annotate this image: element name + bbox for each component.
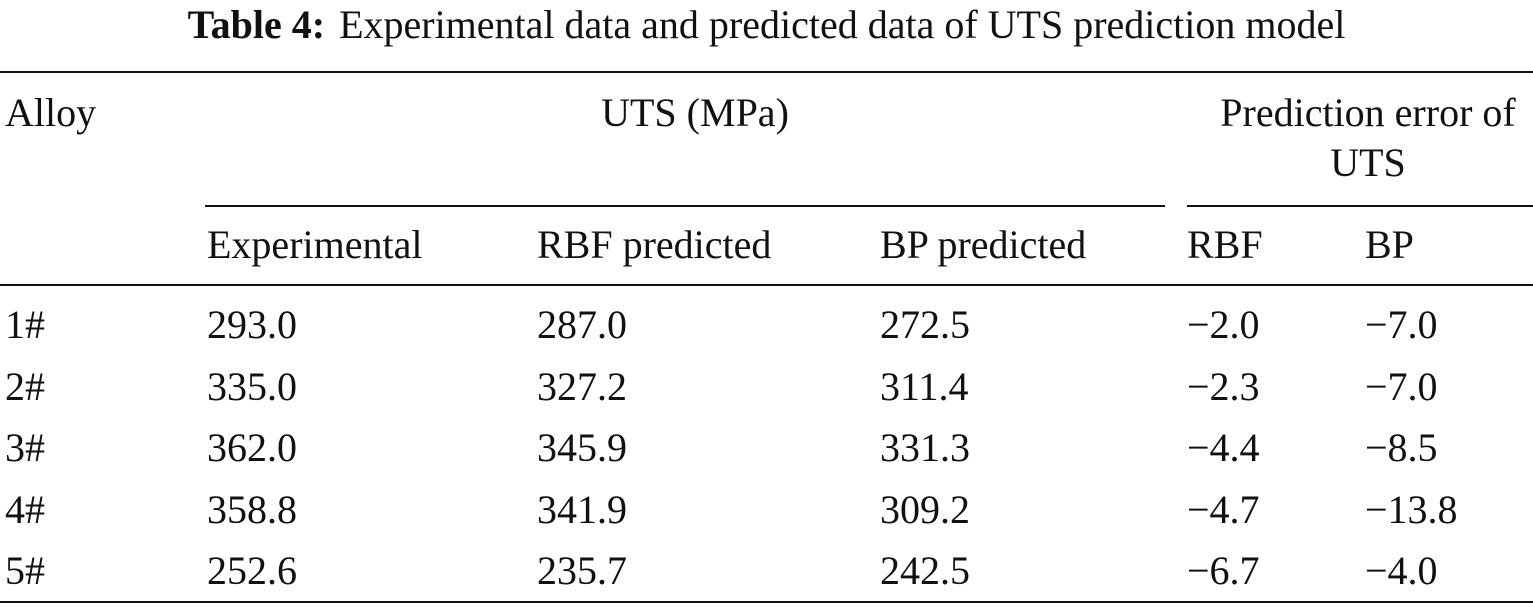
data-cell: −4.4 <box>1187 425 1260 470</box>
data-cell: −2.0 <box>1187 302 1260 347</box>
data-cell: −4.7 <box>1187 486 1260 532</box>
table-caption: Table 4: Experimental data and predicted … <box>0 0 1533 50</box>
caption-label: Table 4: <box>187 2 326 47</box>
header-cell: UTS (MPa) <box>601 90 789 135</box>
row-label: 2# <box>5 363 45 409</box>
subheader-cell: BP <box>1365 222 1414 267</box>
data-cell: 272.5 <box>880 302 970 347</box>
data-cell: −2.3 <box>1187 363 1260 409</box>
data-cell: 358.8 <box>207 486 297 532</box>
data-cell: 327.2 <box>537 363 627 409</box>
top-rule <box>0 71 1533 73</box>
data-cell: 335.0 <box>207 363 297 409</box>
group-rule <box>205 205 1165 207</box>
subheader-cell: RBF <box>1187 222 1263 267</box>
data-cell: −7.0 <box>1365 363 1438 409</box>
header-cell: Prediction error of UTS <box>1220 90 1516 185</box>
subheader-cell: Experimental <box>207 222 423 267</box>
data-cell: −6.7 <box>1187 548 1260 593</box>
data-cell: 287.0 <box>537 302 627 347</box>
data-cell: 311.4 <box>880 363 969 409</box>
data-cell: 252.6 <box>207 548 297 593</box>
row-label: 4# <box>5 486 45 532</box>
data-cell: −4.0 <box>1365 548 1438 593</box>
data-cell: 309.2 <box>880 486 970 532</box>
data-cell: 293.0 <box>207 302 297 347</box>
group-rule <box>1187 205 1533 207</box>
data-cell: −13.8 <box>1365 486 1458 532</box>
subheader-cell: BP predicted <box>880 222 1087 267</box>
data-cell: 345.9 <box>537 425 627 470</box>
row-label: 1# <box>5 302 45 347</box>
data-cell: 341.9 <box>537 486 627 532</box>
header-cell: Alloy <box>5 90 97 135</box>
data-cell: 331.3 <box>880 425 970 470</box>
caption-text: Experimental data and predicted data of … <box>339 2 1346 47</box>
row-label: 5# <box>5 548 45 593</box>
data-cell: −8.5 <box>1365 425 1438 470</box>
bottom-rule <box>0 601 1533 603</box>
subheader-cell: RBF predicted <box>537 222 772 267</box>
row-label: 3# <box>5 425 45 470</box>
data-cell: 235.7 <box>537 548 627 593</box>
data-cell: −7.0 <box>1365 302 1438 347</box>
data-cell: 242.5 <box>880 548 970 593</box>
header-rule <box>0 284 1533 286</box>
data-cell: 362.0 <box>207 425 297 470</box>
